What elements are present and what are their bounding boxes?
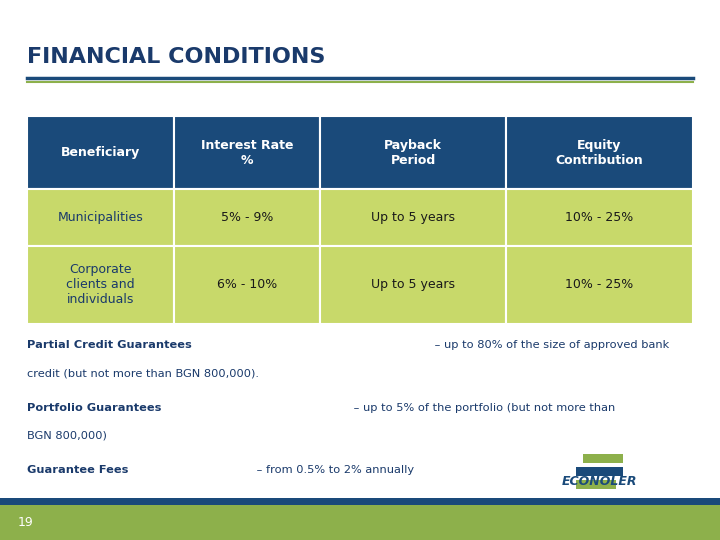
Text: – up to 5% of the portfolio (but not more than: – up to 5% of the portfolio (but not mor… [350, 402, 616, 413]
Text: 10% - 25%: 10% - 25% [565, 278, 634, 292]
Bar [27, 189, 174, 246]
Bar [506, 116, 693, 189]
Bar [576, 480, 616, 489]
Bar [174, 116, 320, 189]
Text: Up to 5 years: Up to 5 years [372, 211, 455, 224]
Text: ECONOLER: ECONOLER [562, 475, 637, 488]
Bar [174, 189, 320, 246]
Text: Municipalities: Municipalities [58, 211, 143, 224]
Text: 6% - 10%: 6% - 10% [217, 278, 277, 292]
Bar [0, 505, 720, 540]
Text: Corporate
clients and
individuals: Corporate clients and individuals [66, 264, 135, 306]
Bar [576, 467, 623, 476]
Text: Beneficiary: Beneficiary [61, 146, 140, 159]
Bar [583, 454, 623, 463]
Text: Up to 5 years: Up to 5 years [372, 278, 455, 292]
Text: Guarantee Fees: Guarantee Fees [27, 465, 129, 475]
Text: 10% - 25%: 10% - 25% [565, 211, 634, 224]
Bar [506, 189, 693, 246]
Text: 19: 19 [18, 516, 34, 529]
Text: Equity
Contribution: Equity Contribution [556, 139, 644, 166]
Text: Payback
Period: Payback Period [384, 139, 442, 166]
Text: credit (but not more than BGN 800,000).: credit (but not more than BGN 800,000). [27, 368, 259, 379]
Text: – from 0.5% to 2% annually: – from 0.5% to 2% annually [253, 465, 415, 475]
Text: Portfolio Guarantees: Portfolio Guarantees [27, 402, 162, 413]
Bar [27, 246, 174, 324]
Bar [320, 246, 506, 324]
Text: 5% - 9%: 5% - 9% [221, 211, 273, 224]
Bar [506, 246, 693, 324]
Bar [174, 246, 320, 324]
Bar [320, 116, 506, 189]
Text: FINANCIAL CONDITIONS: FINANCIAL CONDITIONS [27, 46, 325, 67]
Text: Interest Rate
%: Interest Rate % [201, 139, 293, 166]
Text: – up to 80% of the size of approved bank: – up to 80% of the size of approved bank [431, 340, 669, 350]
Bar [320, 189, 506, 246]
Text: Partial Credit Guarantees: Partial Credit Guarantees [27, 340, 192, 350]
Text: BGN 800,000): BGN 800,000) [27, 430, 107, 441]
Bar [0, 498, 720, 505]
Bar [27, 116, 174, 189]
